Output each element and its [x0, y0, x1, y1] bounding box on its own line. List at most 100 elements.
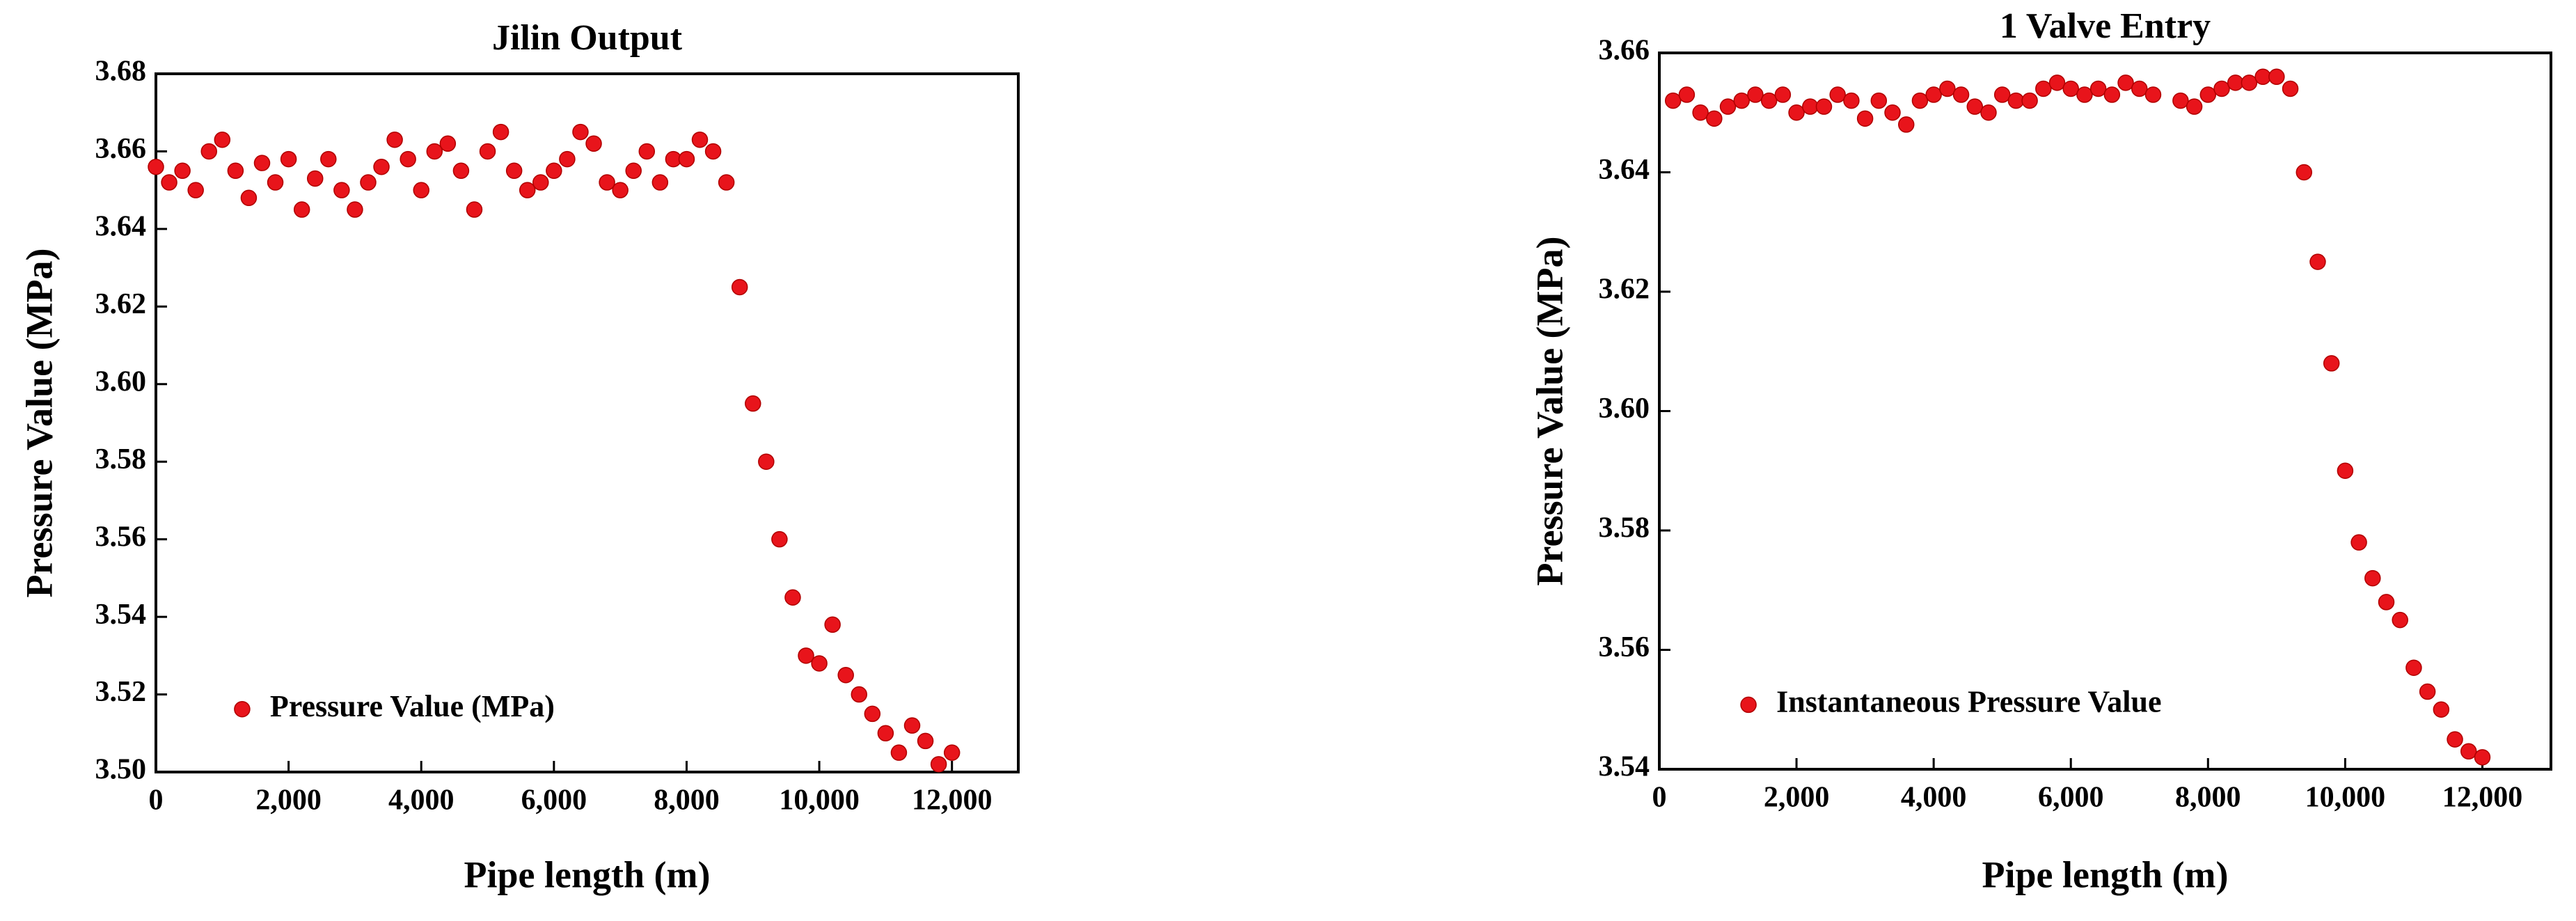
data-point [864, 705, 881, 723]
data-point [2021, 92, 2038, 109]
y-tick-label: 3.62 [95, 288, 147, 320]
data-point [2378, 594, 2395, 611]
plot-frame [1658, 52, 2552, 771]
y-tick-label: 3.66 [95, 133, 147, 165]
data-point [1664, 92, 1682, 109]
x-tick-label: 2,000 [1764, 782, 1830, 814]
data-point [625, 162, 642, 180]
x-tick-label: 4,000 [1901, 782, 1967, 814]
data-point [466, 201, 483, 218]
data-point [1829, 86, 1846, 103]
data-point [187, 182, 204, 198]
data-point [2419, 683, 2436, 700]
x-tick-label: 4,000 [388, 785, 455, 817]
data-point [161, 174, 177, 191]
data-point [2131, 80, 2148, 97]
data-point [2117, 74, 2134, 91]
data-point [2227, 74, 2244, 91]
data-point [2433, 701, 2450, 718]
data-point [1980, 104, 1997, 121]
data-point [546, 162, 562, 180]
y-tick-label: 3.58 [95, 443, 147, 475]
data-point [492, 123, 509, 141]
data-point [2199, 86, 2217, 103]
data-point [1939, 80, 1956, 97]
data-point [903, 717, 921, 734]
data-point [2337, 462, 2354, 479]
x-tick-label: 0 [149, 785, 164, 817]
data-point [2213, 80, 2230, 97]
plot-frame [155, 72, 1020, 773]
data-point [400, 150, 416, 168]
data-point [599, 174, 615, 191]
x-tick-label: 12,000 [912, 785, 993, 817]
data-point [2186, 98, 2203, 115]
y-tick-label: 3.52 [95, 676, 147, 708]
legend-label: Instantaneous Pressure Value [1776, 684, 2161, 718]
data-point [1952, 86, 1970, 103]
x-tick-label: 6,000 [2038, 782, 2104, 814]
data-point [1719, 98, 1737, 115]
data-point [2103, 86, 2121, 103]
data-point [452, 162, 470, 180]
data-point [333, 182, 350, 198]
y-tick-label: 3.58 [1599, 512, 1650, 544]
data-point [559, 150, 576, 168]
data-point [2062, 80, 2079, 97]
data-point [704, 143, 722, 160]
data-point [360, 174, 377, 191]
legend-marker [1740, 696, 1757, 714]
data-point [1870, 92, 1888, 109]
data-point [731, 278, 748, 296]
data-point [2076, 86, 2093, 103]
data-point [2035, 80, 2052, 97]
data-point [837, 666, 854, 684]
x-axis-label: Pipe length (m) [464, 853, 711, 895]
data-point [851, 686, 868, 703]
data-point [651, 174, 669, 191]
data-point [1802, 98, 1819, 115]
y-tick-label: 3.66 [1599, 35, 1650, 67]
x-tick-label: 0 [1652, 782, 1667, 814]
data-point [2364, 569, 2381, 587]
y-tick-label: 3.54 [1599, 751, 1650, 783]
data-point [227, 162, 244, 180]
data-point [2048, 74, 2066, 91]
data-point [2089, 80, 2107, 97]
y-tick-label: 3.54 [95, 599, 147, 631]
data-point [2296, 164, 2313, 181]
data-point [612, 182, 629, 198]
data-point [2405, 659, 2422, 676]
data-point [1815, 98, 1833, 115]
data-point [2172, 92, 2189, 109]
data-point [148, 158, 164, 175]
legend-label: Pressure Value (MPa) [270, 689, 555, 723]
y-tick-label: 3.50 [95, 754, 147, 786]
x-tick-label: 10,000 [779, 785, 860, 817]
data-point [877, 725, 894, 742]
data-point [1884, 104, 1901, 121]
data-point [718, 174, 735, 191]
data-point [2474, 749, 2491, 766]
y-tick-label: 3.64 [1599, 154, 1650, 186]
data-point [784, 589, 801, 606]
data-point [585, 135, 602, 152]
y-tick-label: 3.64 [95, 211, 147, 243]
x-tick-label: 10,000 [2305, 782, 2386, 814]
data-point [638, 143, 656, 160]
data-point [1897, 116, 1915, 133]
data-point [943, 744, 961, 761]
data-point [798, 647, 814, 664]
x-tick-label: 8,000 [654, 785, 720, 817]
legend-marker [234, 700, 251, 718]
data-point [413, 182, 429, 198]
data-point [426, 143, 443, 160]
data-point [2392, 611, 2408, 629]
x-tick-label: 8,000 [2175, 782, 2241, 814]
data-point [1692, 104, 1709, 121]
data-point [267, 174, 284, 191]
data-point [811, 655, 828, 672]
data-point [2460, 743, 2477, 760]
x-axis-label: Pipe length (m) [1982, 853, 2229, 895]
data-point [320, 150, 337, 168]
